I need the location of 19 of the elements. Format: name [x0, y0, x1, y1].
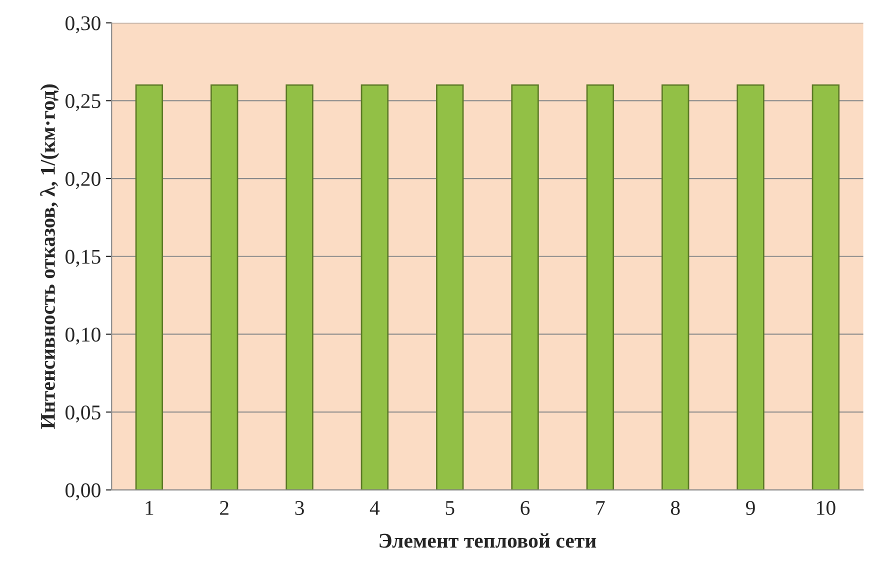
x-tick-label: 1: [146, 501, 154, 515]
y-tick-label: 0,05: [66, 405, 100, 423]
x-tick-label: 6: [520, 500, 530, 515]
x-tick-label: 8: [670, 500, 680, 515]
x-tick-label: 5: [446, 501, 454, 515]
y-axis-title: Интенсивность отказов, λ, 1/(км·год): [40, 84, 60, 429]
y-tick-label: 0,10: [66, 328, 100, 345]
x-tick-label: 3: [295, 500, 304, 515]
x-tick-label: 9: [746, 500, 755, 515]
x-tick-label: 4: [370, 501, 380, 515]
x-tick-label: 10: [817, 500, 836, 515]
y-tick-label: 0,15: [66, 250, 100, 267]
x-tick-label: 7: [596, 501, 605, 515]
y-tick-label: 0,20: [66, 172, 100, 189]
x-axis-title: Элемент тепловой сети: [380, 533, 596, 548]
y-tick-label: 0,25: [66, 94, 100, 112]
y-tick-label: 0,30: [66, 16, 100, 34]
y-tick-label: 0,00: [66, 483, 100, 500]
x-tick-label: 2: [220, 500, 228, 515]
